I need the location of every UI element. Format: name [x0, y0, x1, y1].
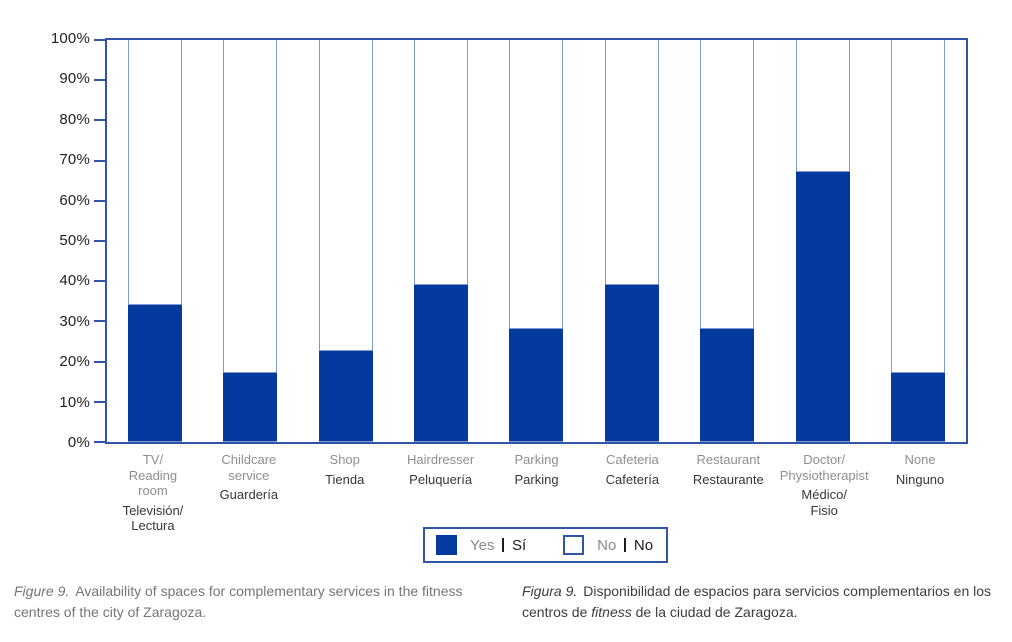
y-tick-mark [94, 119, 105, 122]
plot-area [94, 38, 968, 444]
y-tick-label: 0% [67, 434, 90, 451]
x-category-label-en: Hairdresser [407, 452, 475, 467]
bar-yes-segment [795, 171, 850, 441]
y-tick-label: 100% [50, 30, 90, 47]
legend-no-swatch [563, 535, 585, 555]
legend-yes-label-es: Sí [511, 536, 527, 554]
bar-column-no-segment [604, 40, 659, 442]
x-category-label-es: Cafetería [605, 471, 660, 487]
caption-spanish-text-2: de la ciudad de Zaragoza. [631, 604, 798, 620]
bar-column-no-segment [318, 40, 373, 442]
caption-spanish: Figura 9. Disponibilidad de espacios para… [522, 581, 994, 623]
legend: Yes Sí No No [423, 527, 668, 563]
bar-column-no-segment [700, 40, 755, 442]
y-tick-label: 60% [59, 191, 90, 209]
x-category-label-es: Televisión/Lectura [122, 502, 184, 534]
y-tick-mark [94, 400, 105, 403]
legend-item-no: No No [563, 535, 653, 555]
caption-row: Figure 9. Availability of spaces for comp… [14, 581, 1000, 623]
y-axis: 0% 10% 20% 30% 40% 50% 60% 70% 80% 90% 100% [0, 30, 90, 451]
caption-english-label: Figure 9. [14, 583, 70, 599]
x-category-label-es: Guardería [219, 487, 279, 502]
caption-english-text: Availability of spaces for complementary… [14, 583, 463, 620]
legend-yes-swatch [436, 535, 457, 555]
x-category-label: None Ninguno [872, 452, 968, 534]
bar-yes-segment [509, 327, 564, 441]
y-tick-mark [94, 320, 105, 323]
x-category-label: Hairdresser Peluquería [393, 452, 489, 534]
legend-separator [502, 538, 504, 552]
x-category-label-en: TV/Reading room [128, 452, 178, 498]
bar-yes-segment [223, 371, 278, 441]
caption-english: Figure 9. Availability of spaces for comp… [14, 581, 476, 623]
y-tick-mark [94, 441, 105, 443]
bar-yes-segment [127, 303, 182, 441]
legend-no-label-en: No [597, 536, 617, 554]
y-tick-mark [94, 360, 105, 363]
caption-spanish-text-1: Disponibilidad de espacios para servicio… [522, 583, 992, 620]
y-tick-label: 20% [59, 353, 90, 371]
bar-yes-segment [318, 349, 373, 441]
x-axis-labels: TV/Reading room Televisión/Lectura Childcar… [105, 452, 968, 534]
y-tick-mark [94, 199, 105, 202]
legend-yes-label-en: Yes [470, 536, 495, 554]
x-category-label: Cafeteria Cafetería [584, 452, 680, 534]
bar-column-no-segment [891, 40, 946, 442]
x-category-label-en: None [904, 452, 936, 467]
x-category-label: Restaurant Restaurante [680, 452, 776, 534]
y-tick-mark [94, 39, 105, 41]
y-tick-mark [94, 79, 105, 82]
y-tick-mark [94, 159, 105, 162]
x-category-label-en: Childcare service [221, 452, 277, 483]
bar-column-no-segment [127, 40, 182, 442]
y-tick-label: 10% [59, 393, 90, 411]
legend-no-label-es: No [633, 536, 654, 554]
y-tick-mark [94, 280, 105, 283]
bar-yes-segment [891, 371, 946, 441]
x-category-label-es: Tienda [325, 471, 365, 487]
x-category-label-en: Shop [329, 452, 360, 467]
x-category-label: Doctor/Physiotherapist Médico/Fisio [776, 452, 872, 534]
x-category-label-es: Peluquería [409, 471, 473, 487]
caption-spanish-fitness-word: fitness [591, 604, 632, 620]
x-category-label: TV/Reading room Televisión/Lectura [105, 452, 201, 534]
bar-column-no-segment [223, 40, 278, 442]
bar-yes-segment [604, 283, 659, 441]
x-category-label-en: Parking [514, 452, 559, 467]
caption-spanish-label: Figura 9. [522, 583, 578, 599]
y-tick-label: 70% [59, 151, 90, 169]
y-tick-label: 90% [59, 70, 90, 88]
x-category-label-en: Cafeteria [606, 452, 659, 467]
x-category-label: Shop Tienda [297, 452, 393, 534]
y-tick-mark [94, 240, 105, 242]
x-category-label-es: Médico/Fisio [801, 487, 847, 518]
y-tick-label: 80% [59, 110, 90, 128]
x-category-label: Parking Parking [489, 452, 585, 534]
y-tick-label: 30% [59, 312, 90, 330]
y-tick-label: 40% [59, 272, 90, 290]
y-tick-label: 50% [59, 232, 90, 249]
bar-yes-segment [414, 283, 469, 441]
x-category-label-es: Ninguno [895, 471, 945, 487]
bar-yes-segment [700, 327, 755, 441]
bar-column-no-segment [414, 40, 469, 442]
x-category-label-es: Restaurante [692, 471, 764, 487]
bar-column-no-segment [509, 40, 564, 442]
legend-item-yes: Yes Sí [436, 535, 526, 555]
x-category-label-en: Doctor/Physiotherapist [779, 452, 869, 483]
x-category-label-en: Restaurant [696, 452, 761, 467]
bar-column-no-segment [795, 40, 850, 442]
x-category-label: Childcare service Guardería [201, 452, 297, 534]
legend-separator [624, 538, 626, 552]
x-category-label-es: Parking [514, 471, 559, 487]
